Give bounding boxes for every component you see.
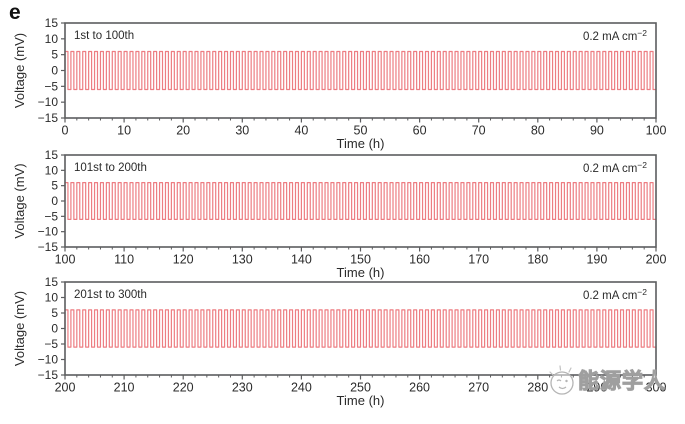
- y-tick-label: −10: [38, 95, 59, 109]
- x-tick-label: 200: [646, 253, 667, 267]
- x-tick-label: 30: [235, 124, 249, 138]
- y-axis-label: Voltage (mV): [12, 163, 27, 238]
- x-tick-label: 60: [413, 124, 427, 138]
- y-tick-label: −15: [38, 368, 59, 382]
- x-tick-label: 0: [62, 124, 69, 138]
- x-tick-label: 100: [646, 124, 667, 138]
- x-tick-label: 90: [590, 124, 604, 138]
- x-tick-label: 290: [586, 381, 607, 395]
- y-tick-label: 5: [51, 179, 58, 193]
- x-axis-label: Time (h): [337, 265, 385, 280]
- y-tick-label: 10: [45, 32, 59, 46]
- x-tick-label: 210: [114, 381, 135, 395]
- voltage-waveform: [64, 182, 657, 220]
- current-density-annotation: 0.2 mA cm−2: [583, 160, 647, 175]
- y-tick-label: 0: [51, 322, 58, 336]
- y-axis-label: Voltage (mV): [12, 291, 27, 366]
- y-tick-label: 5: [51, 306, 58, 320]
- x-tick-label: 160: [409, 253, 430, 267]
- x-tick-label: 240: [291, 381, 312, 395]
- y-tick-label: 15: [45, 148, 59, 162]
- y-tick-label: 5: [51, 48, 58, 62]
- y-tick-label: 0: [51, 64, 58, 78]
- y-tick-label: −15: [38, 111, 59, 125]
- y-tick-label: −10: [38, 353, 59, 367]
- x-tick-label: 80: [531, 124, 545, 138]
- x-tick-label: 140: [291, 253, 312, 267]
- x-tick-label: 300: [646, 381, 667, 395]
- x-tick-label: 40: [294, 124, 308, 138]
- y-tick-label: 10: [45, 163, 59, 177]
- x-tick-label: 10: [117, 124, 131, 138]
- x-tick-label: 170: [468, 253, 489, 267]
- y-tick-label: 15: [45, 275, 59, 289]
- y-tick-label: 10: [45, 291, 59, 305]
- y-tick-label: 15: [45, 16, 59, 30]
- x-tick-label: 250: [350, 381, 371, 395]
- y-tick-label: −5: [44, 79, 58, 93]
- x-tick-label: 270: [468, 381, 489, 395]
- x-tick-label: 260: [409, 381, 430, 395]
- x-tick-label: 50: [354, 124, 368, 138]
- y-tick-label: −10: [38, 225, 59, 239]
- current-density-annotation: 0.2 mA cm−2: [583, 28, 647, 43]
- y-axis-label: Voltage (mV): [12, 33, 27, 108]
- x-tick-label: 130: [232, 253, 253, 267]
- x-tick-label: 200: [55, 381, 76, 395]
- current-density-annotation: 0.2 mA cm−2: [583, 287, 647, 302]
- figure-label: e: [9, 1, 21, 24]
- x-tick-label: 20: [176, 124, 190, 138]
- x-axis-label: Time (h): [337, 393, 385, 408]
- x-tick-label: 280: [527, 381, 548, 395]
- y-tick-label: −5: [44, 209, 58, 223]
- x-tick-label: 70: [472, 124, 486, 138]
- x-tick-label: 180: [527, 253, 548, 267]
- voltage-waveform: [64, 309, 657, 348]
- y-tick-label: 0: [51, 194, 58, 208]
- x-tick-label: 220: [173, 381, 194, 395]
- x-tick-label: 110: [114, 253, 134, 267]
- x-tick-label: 230: [232, 381, 253, 395]
- y-tick-label: −5: [44, 337, 58, 351]
- cycle-range-annotation: 1st to 100th: [74, 30, 134, 42]
- x-tick-label: 100: [55, 253, 76, 267]
- y-tick-label: −15: [38, 240, 59, 254]
- x-tick-label: 150: [350, 253, 371, 267]
- x-axis-label: Time (h): [337, 136, 385, 151]
- cycle-range-annotation: 101st to 200th: [74, 162, 147, 174]
- x-tick-label: 120: [173, 253, 194, 267]
- voltage-waveform: [64, 50, 657, 91]
- x-tick-label: 190: [586, 253, 607, 267]
- cycle-range-annotation: 201st to 300th: [74, 289, 147, 301]
